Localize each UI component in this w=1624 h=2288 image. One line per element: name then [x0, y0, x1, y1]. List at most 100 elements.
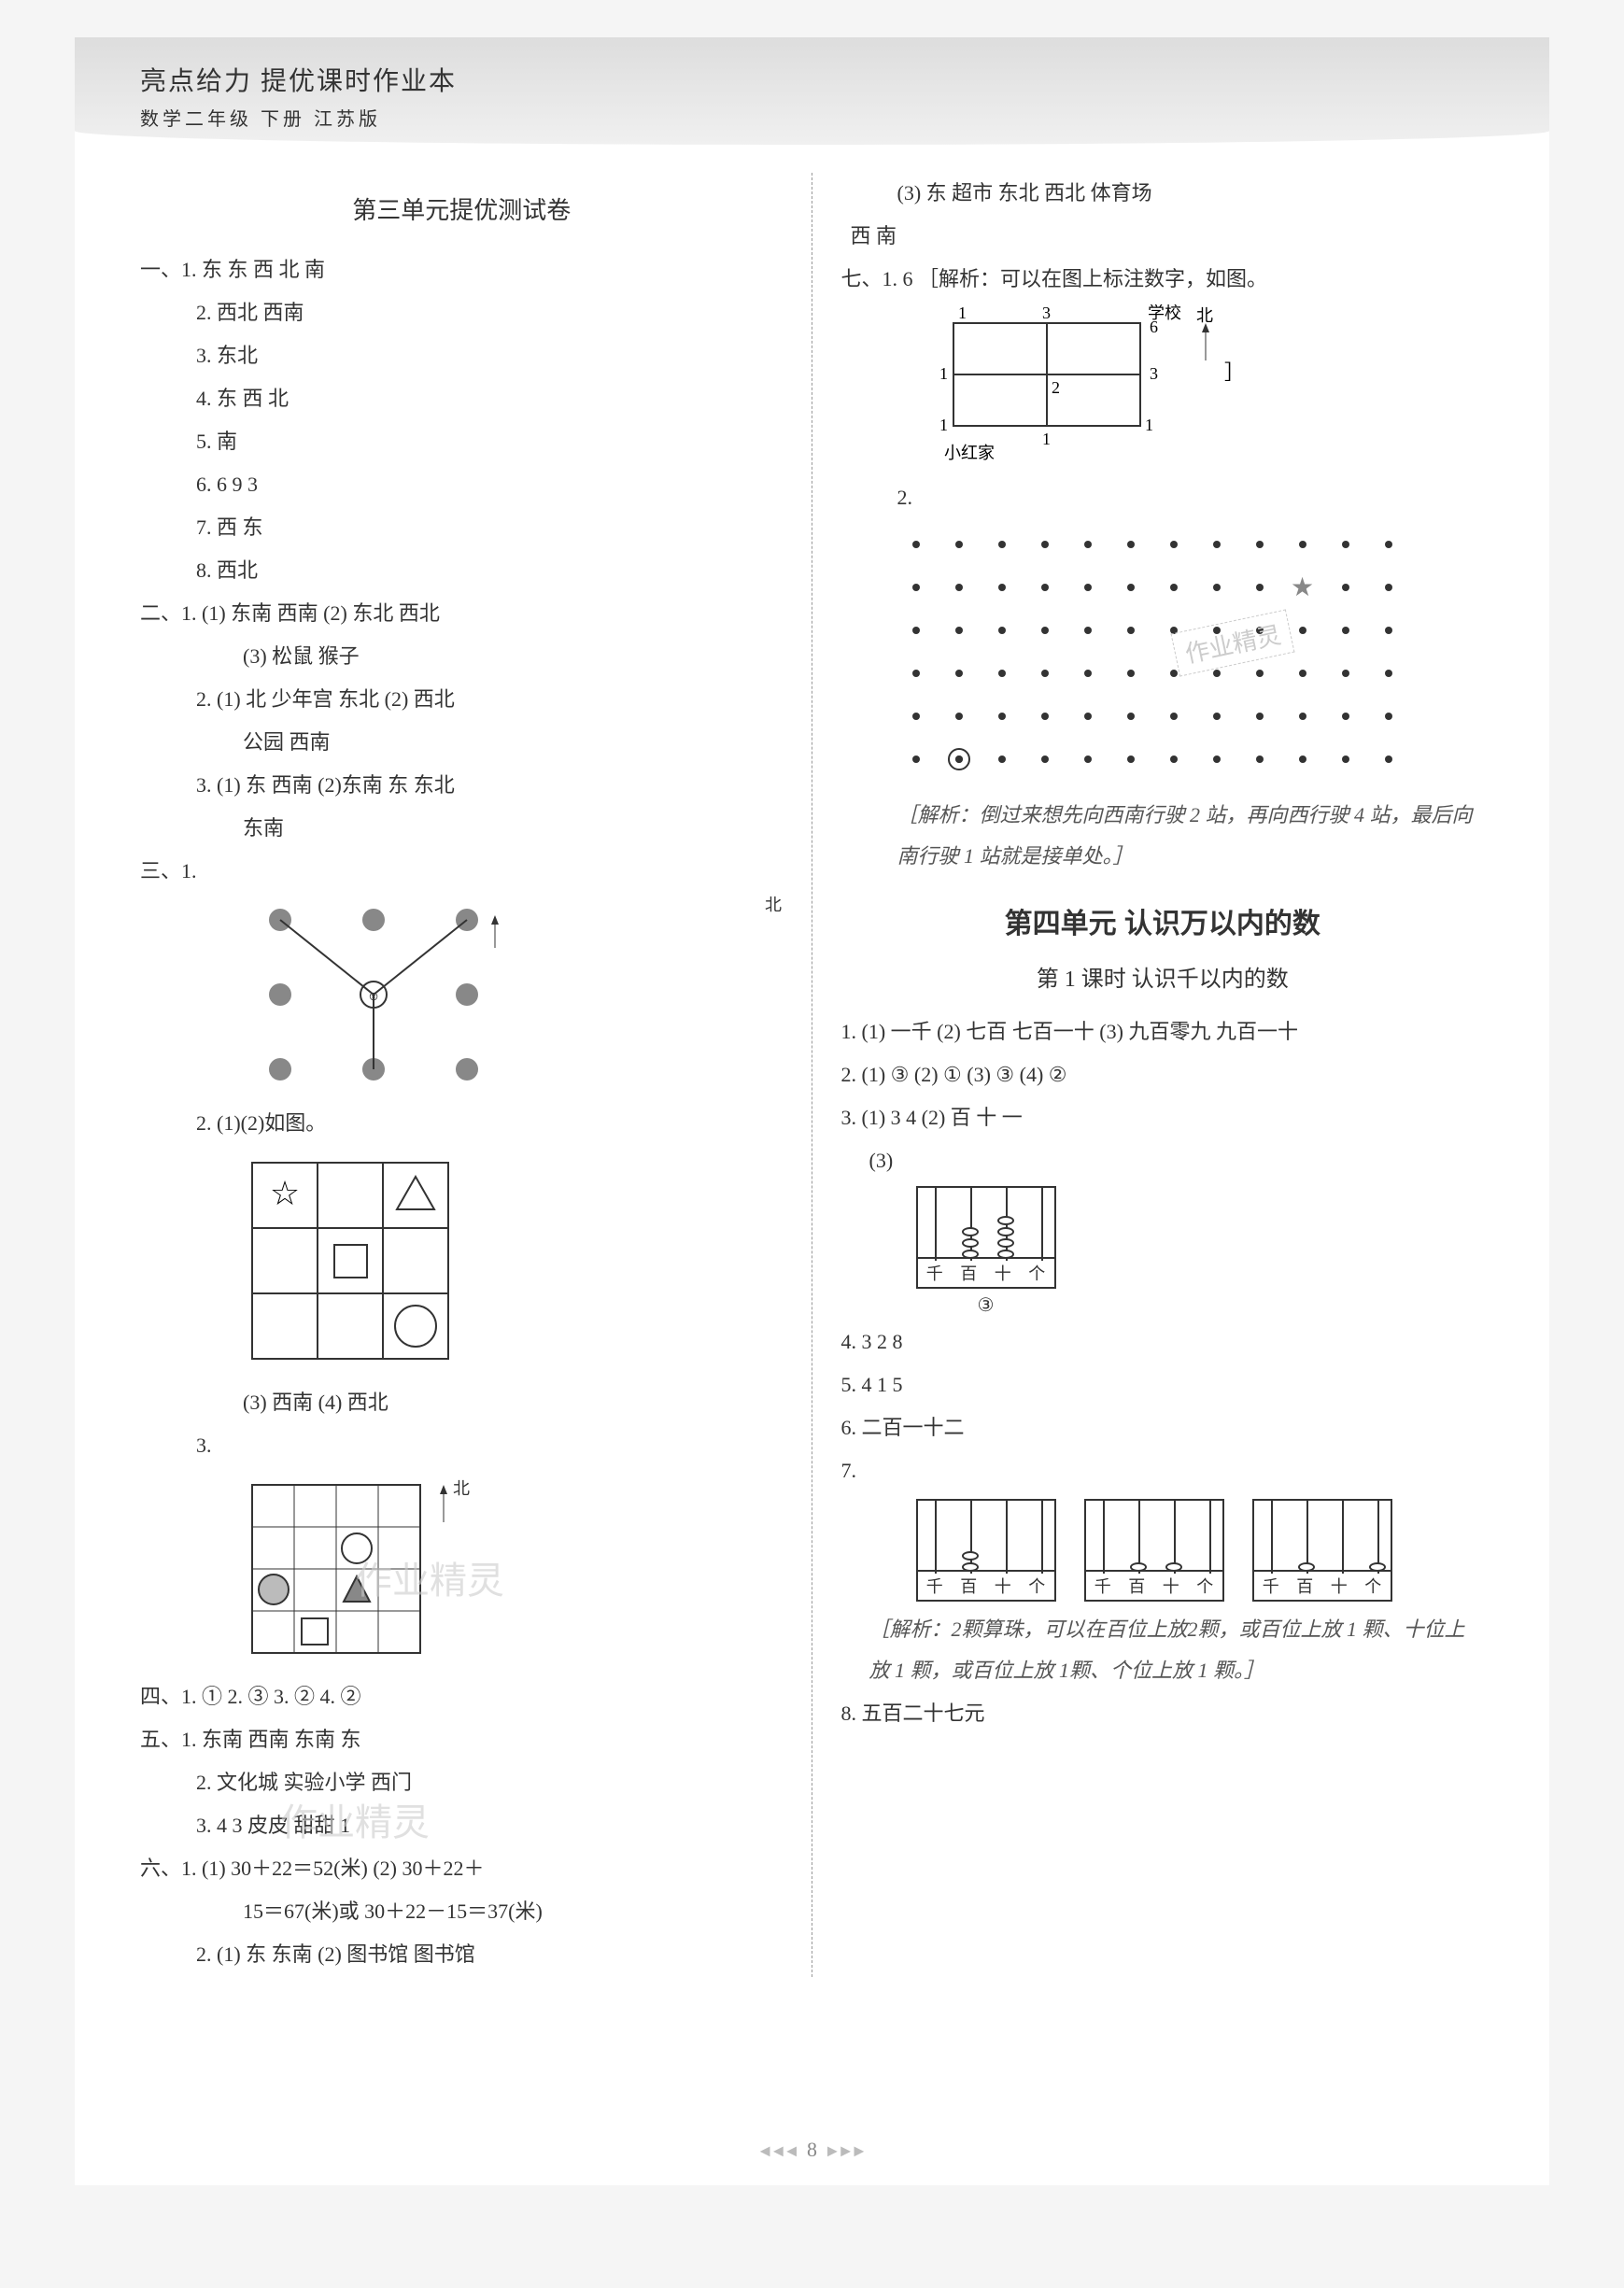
- sec3-2sub: (3) 西南 (4) 西北: [140, 1382, 784, 1423]
- grid-dot: [1084, 627, 1092, 634]
- grid-dot: [1256, 713, 1264, 720]
- grid-dot: [1127, 584, 1135, 591]
- grid-dot: [912, 584, 920, 591]
- grid-dot: [1041, 713, 1049, 720]
- grid-dot: [1385, 627, 1392, 634]
- grid-dot: [1084, 541, 1092, 548]
- watermark-stamp: 作业精灵: [1170, 609, 1294, 676]
- abacus-3: 千 百 十 个: [916, 1186, 1056, 1289]
- sec7-diagram: 1 3 6 1 2 3 1 1 1 学校 小红家 北 ］: [916, 304, 1178, 473]
- grid-dot: [1342, 627, 1349, 634]
- grid-dot: [998, 756, 1006, 763]
- u4-2: 2. (1) ③ (2) ① (3) ③ (4) ②: [841, 1054, 1485, 1095]
- abacus-row: 千 百 十 个 千 百 十 个: [916, 1499, 1485, 1602]
- sec1-3: 3. 东北: [140, 335, 784, 376]
- svg-text:1: 1: [1042, 430, 1051, 448]
- sec3-figure-1: ☺ 北: [243, 901, 784, 1094]
- grid-dot: [955, 670, 963, 677]
- grid-dot: [1084, 756, 1092, 763]
- svg-text:1: 1: [939, 364, 948, 383]
- sec1-8: 8. 西北: [140, 550, 784, 591]
- sec7-2-label: 2.: [841, 477, 1485, 518]
- unit4-lesson: 第 1 课时 认识千以内的数: [841, 960, 1485, 993]
- grid-dot: [955, 584, 963, 591]
- grid-dot: [912, 541, 920, 548]
- left-column: 第三单元提优测试卷 一、1. 东 东 西 北 南 2. 西北 西南 3. 东北 …: [140, 173, 784, 1977]
- u4-7: 7.: [841, 1450, 1485, 1491]
- grid-dot: [1127, 670, 1135, 677]
- content-columns: 第三单元提优测试卷 一、1. 东 东 西 北 南 2. 西北 西南 3. 东北 …: [140, 173, 1484, 1977]
- circled-3: ③: [916, 1293, 1056, 1317]
- grid-dot: [998, 670, 1006, 677]
- grid-dot: [1127, 756, 1135, 763]
- sec1-7: 7. 西 东: [140, 507, 784, 548]
- grid-dot: [1213, 756, 1221, 763]
- grid-dot: [1256, 756, 1264, 763]
- shapes-grid: ☆: [243, 1153, 458, 1368]
- cont1: (3) 东 超市 东北 西北 体育场: [841, 173, 1485, 214]
- u4-3b: (3): [841, 1140, 1485, 1181]
- sec2-3b: 东南: [140, 808, 784, 849]
- header-title: 亮点给力 提优课时作业本: [140, 61, 1484, 98]
- sec5-3: 3. 4 3 皮皮 甜甜 1: [140, 1805, 784, 1846]
- svg-text:3: 3: [1150, 364, 1158, 383]
- sec1-6: 6. 6 9 3: [140, 464, 784, 505]
- sec2-2b: 公园 西南: [140, 722, 784, 763]
- grid-dot: [1084, 584, 1092, 591]
- grid-dot: [998, 627, 1006, 634]
- grid-dot: [1385, 584, 1392, 591]
- grid-dot: [912, 713, 920, 720]
- sec5-2: 2. 文化城 实验小学 西门: [140, 1762, 784, 1803]
- compass-diagram: ☺: [243, 901, 504, 1088]
- u4-6: 6. 二百一十二: [841, 1407, 1485, 1448]
- svg-text:3: 3: [1042, 304, 1051, 322]
- u4-5: 5. 4 1 5: [841, 1364, 1485, 1405]
- grid-dot: [1213, 541, 1221, 548]
- svg-text:小红家: 小红家: [944, 444, 995, 462]
- sec5-1: 五、1. 东南 西南 东南 东: [140, 1719, 784, 1760]
- u4-8: 8. 五百二十七元: [841, 1693, 1485, 1734]
- grid-dot: [998, 584, 1006, 591]
- test-title: 第三单元提优测试卷: [140, 191, 784, 226]
- grid-dot: [1127, 627, 1135, 634]
- svg-text:1: 1: [958, 304, 967, 322]
- grid-dot: [1342, 756, 1349, 763]
- grid-dot: [1170, 713, 1178, 720]
- column-divider: [812, 173, 813, 1977]
- grid-dot: [1213, 670, 1221, 677]
- sec2-2: 2. (1) 北 少年宫 东北 (2) 西北: [140, 679, 784, 720]
- svg-text:1: 1: [939, 416, 948, 434]
- sec1-1: 一、1. 东 东 西 北 南: [140, 249, 784, 290]
- unit4-title: 第四单元 认识万以内的数: [841, 900, 1485, 941]
- sec1-4: 4. 东 西 北: [140, 378, 784, 419]
- grid-dot: [1299, 541, 1306, 548]
- grid-dot: [1299, 670, 1306, 677]
- grid-dot: [1385, 541, 1392, 548]
- grid-dot: [955, 713, 963, 720]
- svg-text:☆: ☆: [270, 1175, 300, 1212]
- grid-dot: [912, 627, 920, 634]
- grid-dot: [1385, 670, 1392, 677]
- grid-dot: [1170, 670, 1178, 677]
- sec7-analysis: ［解析：倒过来想先向西南行驶 2 站，再向西行驶 4 站，最后向南行驶 1 站就…: [841, 795, 1485, 877]
- abacus-b: 千 百 十 个: [1084, 1499, 1224, 1602]
- sec2-3: 3. (1) 东 西南 (2)东南 东 东北: [140, 765, 784, 806]
- svg-text:北: 北: [1196, 306, 1213, 325]
- cont2: 西 南: [841, 216, 1485, 257]
- header-subtitle: 数学二年级 下册 江苏版: [140, 104, 1484, 131]
- grid-dot: [1170, 541, 1178, 548]
- grid-dot: [1342, 670, 1349, 677]
- grid-dot: [1342, 713, 1349, 720]
- grid-dot: [1041, 670, 1049, 677]
- grid-dot: [1084, 713, 1092, 720]
- grid-dot: [1127, 713, 1135, 720]
- u4-4: 4. 3 2 8: [841, 1321, 1485, 1363]
- u4-3: 3. (1) 3 4 (2) 百 十 一: [841, 1097, 1485, 1138]
- sec4: 四、1. ① 2. ③ 3. ② 4. ②: [140, 1676, 784, 1717]
- sec6-1: 六、1. (1) 30＋22＝52(米) (2) 30＋22＋: [140, 1848, 784, 1889]
- abacus-c: 千 百 十 个: [1252, 1499, 1392, 1602]
- grid-dot: [1084, 670, 1092, 677]
- u4-1: 1. (1) 一千 (2) 七百 七百一十 (3) 九百零九 九百一十: [841, 1011, 1485, 1052]
- grid-dot: [1170, 584, 1178, 591]
- svg-text:2: 2: [1052, 378, 1060, 397]
